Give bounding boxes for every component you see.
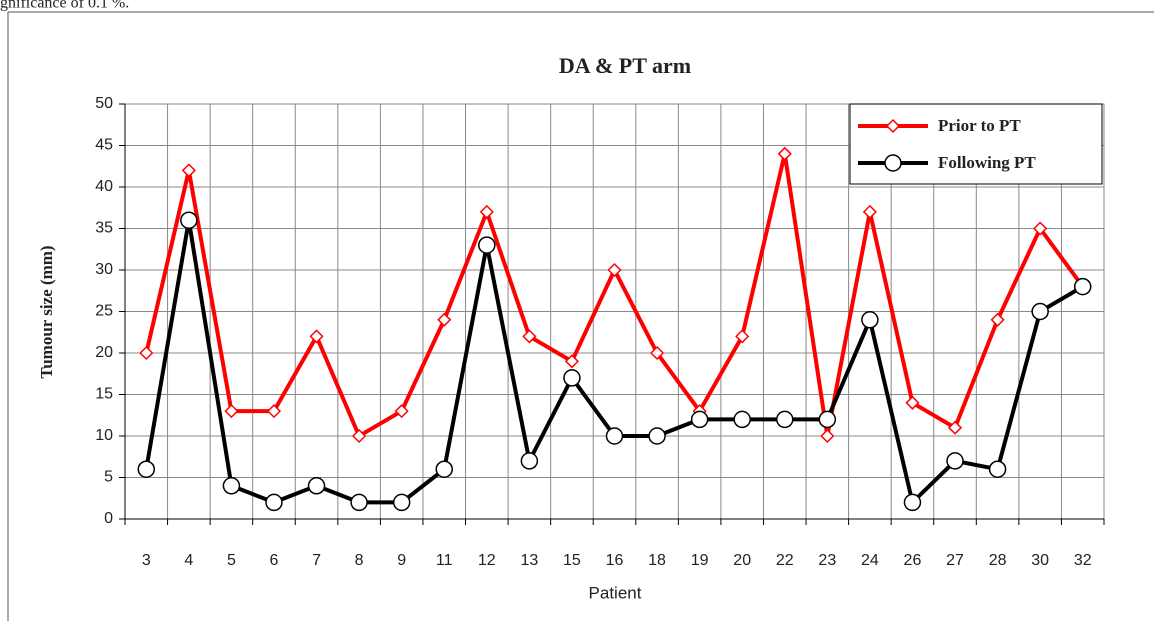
marker [180,211,198,229]
marker [479,204,494,219]
marker [307,477,326,495]
legend-label: Following PT [938,153,1036,172]
marker [137,460,156,478]
x-tick-label: 6 [270,552,279,569]
x-tick-label: 13 [520,552,538,569]
marker [563,369,581,387]
x-tick-label: 8 [355,552,364,569]
marker [648,427,666,445]
marker [990,312,1005,327]
x-tick-label: 9 [397,552,406,569]
marker [818,410,837,429]
marker [392,493,411,512]
y-tick-label: 20 [95,344,113,361]
marker [435,460,453,478]
x-tick-label: 18 [648,552,666,569]
y-tick-label: 0 [104,510,113,527]
marker [520,452,539,470]
marker [884,154,902,172]
y-tick-label: 35 [95,220,113,237]
x-tick-label: 3 [142,552,151,569]
marker [1073,277,1092,296]
marker [265,493,283,512]
marker [350,493,368,512]
x-tick-label: 28 [989,552,1007,569]
marker [820,428,835,444]
x-tick-label: 26 [904,552,922,569]
marker [1031,302,1049,321]
chart-title: DA & PT arm [559,53,691,78]
x-tick-label: 16 [606,552,624,569]
x-axis-label: Patient [589,583,642,602]
marker [903,493,922,512]
marker [394,404,409,419]
x-tick-label: 4 [184,552,193,569]
marker [947,420,963,435]
marker [181,163,196,178]
marker [862,204,877,219]
x-tick-label: 20 [733,552,751,569]
marker [564,354,579,369]
marker [309,329,324,344]
marker [224,404,239,419]
marker [905,395,920,410]
header-fragment: gnificance of 0.1 %. [0,0,129,12]
x-tick-label: 24 [861,552,879,569]
marker [733,410,751,429]
y-tick-label: 5 [104,469,113,486]
marker [735,329,750,344]
marker [1033,221,1048,236]
x-tick-label: 27 [946,552,964,569]
x-tick-label: 22 [776,552,794,569]
x-tick-label: 19 [691,552,709,569]
x-tick-label: 30 [1031,552,1049,569]
x-tick-label: 12 [478,552,496,569]
marker [605,427,624,445]
x-tick-label: 5 [227,552,236,569]
x-tick-label: 11 [436,552,453,569]
y-tick-label: 30 [95,261,113,278]
marker [266,404,282,419]
legend-label: Prior to PT [938,116,1021,135]
marker [478,236,496,254]
marker [650,345,665,361]
x-tick-label: 15 [563,552,581,569]
marker [885,118,901,134]
marker [777,146,792,161]
y-tick-label: 25 [95,303,113,320]
marker [776,410,794,429]
marker [861,311,879,329]
y-tick-label: 10 [95,427,113,444]
marker [988,460,1007,478]
marker [139,345,154,361]
marker [222,477,241,495]
x-tick-label: 7 [312,552,321,569]
y-tick-label: 40 [95,178,113,195]
marker [352,428,367,444]
y-tick-label: 45 [95,137,113,154]
marker [522,329,537,344]
marker [946,452,964,470]
x-tick-label: 32 [1074,552,1092,569]
marker [690,410,709,429]
legend: Prior to PT Following PT [849,103,1103,185]
marker [437,312,452,327]
y-tick-label: 50 [95,95,113,112]
y-axis-label: Tumour size (mm) [37,245,56,378]
y-tick-label: 15 [95,386,113,403]
marker [607,262,622,278]
x-tick-label: 23 [818,552,836,569]
